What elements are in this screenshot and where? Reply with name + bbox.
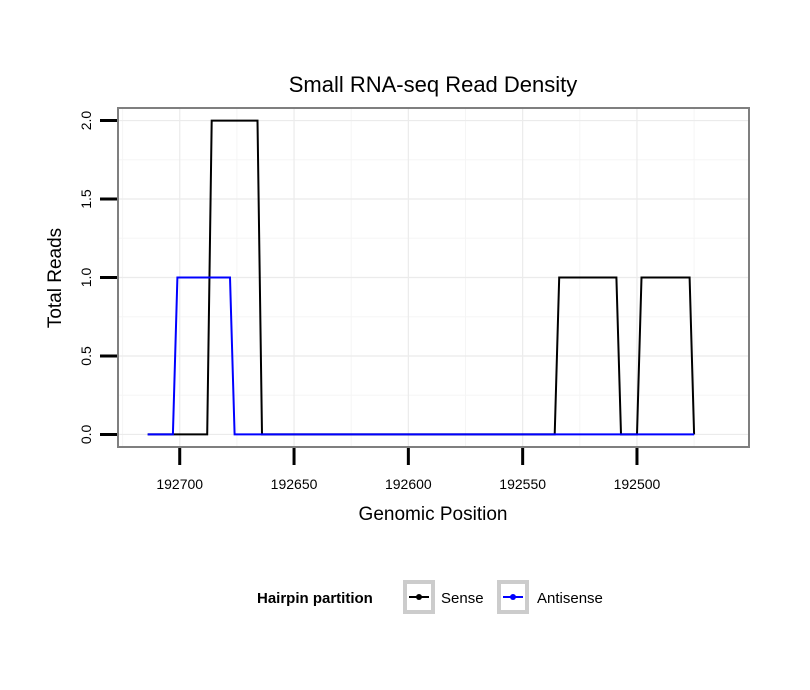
legend-item-antisense[interactable]: Antisense: [497, 580, 603, 614]
x-tick-label: 192700: [156, 476, 203, 492]
y-tick-label: 1.0: [78, 268, 94, 288]
y-tick-label: 2.0: [78, 111, 94, 131]
legend-title: Hairpin partition: [257, 590, 373, 607]
x-tick-label: 192650: [271, 476, 318, 492]
series-lines: [147, 119, 696, 436]
y-axis-label: Total Reads: [45, 228, 66, 328]
x-tick-label: 192500: [614, 476, 661, 492]
legend-label-antisense: Antisense: [537, 590, 603, 607]
plot-area: [117, 107, 750, 448]
legend-key-point-antisense: [510, 594, 516, 600]
x-axis-label: Genomic Position: [359, 504, 508, 525]
y-tick-label: 1.5: [78, 189, 94, 209]
y-tick-label: 0.0: [78, 425, 94, 445]
legend-label-sense: Sense: [441, 590, 484, 607]
plot-border: [117, 107, 750, 448]
series-line-antisense: [147, 276, 695, 436]
chart-title: Small RNA-seq Read Density: [289, 72, 578, 97]
legend-key-point-sense: [416, 594, 422, 600]
x-tick-label: 192550: [499, 476, 546, 492]
x-tick-label: 192600: [385, 476, 432, 492]
series-line-sense: [147, 119, 696, 436]
y-axis: 0.0 0.5 1.0 1.5 2.0: [78, 111, 117, 445]
y-tick-label: 0.5: [78, 346, 94, 366]
x-axis: 192700 192650 192600 192550 192500: [156, 448, 661, 492]
legend: Hairpin partition Sense Antisense: [257, 580, 603, 614]
legend-item-sense[interactable]: Sense: [403, 580, 484, 614]
